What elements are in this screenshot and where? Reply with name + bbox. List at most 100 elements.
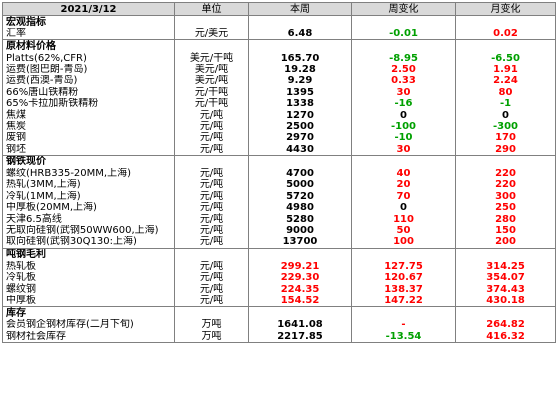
- table-row: 冷轧板 元/吨 229.30 120.67 354.07: [2, 272, 556, 284]
- table-row: 冷轧(1MM,上海) 元/吨 5720 70 300: [2, 190, 556, 203]
- table-row: 运费(西澳-青岛) 美元/吨 9.29 0.33 2.24: [2, 75, 556, 87]
- row-mom-change: 416.32: [455, 330, 556, 343]
- section-blank-mom: [455, 39, 556, 53]
- row-value: 4700: [248, 167, 352, 180]
- table-row: 取向硅钢(武钢30Q130:上海) 元/吨 13700 100 200: [2, 236, 556, 249]
- table-body: 2021/3/12 单位 本周 周变化 月变化 宏观指标 汇率 元/美元 6.48 -0…: [2, 2, 556, 343]
- row-name: 运费(图巴朗-青岛): [2, 63, 175, 76]
- row-value: 1338: [248, 97, 352, 110]
- row-wow-change: 20: [351, 179, 456, 191]
- section-blank-current: [248, 247, 352, 261]
- row-name: 螺纹钢: [2, 283, 175, 295]
- section-blank-wow: [351, 247, 456, 261]
- row-mom-change: 250: [455, 202, 556, 214]
- row-wow-change: -: [351, 319, 456, 331]
- row-mom-change: 374.43: [455, 283, 556, 295]
- row-mom-change: 290: [455, 143, 556, 156]
- section-header-row: 库存: [2, 306, 556, 320]
- row-value: 154.52: [248, 294, 352, 308]
- row-value: 1270: [248, 109, 352, 121]
- row-mom-change: 1.91: [455, 63, 556, 76]
- row-mom-change: 80: [455, 86, 556, 98]
- row-mom-change: 0: [455, 109, 556, 121]
- row-wow-change: 0: [351, 109, 456, 121]
- table-row: 中厚板 元/吨 154.52 147.22 430.18: [2, 294, 556, 308]
- table-row: 热轧(3MM,上海) 元/吨 5000 20 220: [2, 179, 556, 191]
- section-blank-current: [248, 15, 352, 28]
- row-wow-change: -0.01: [351, 28, 456, 41]
- table-row: 会员钢企钢材库存(二月下旬) 万吨 1641.08-264.82: [2, 319, 556, 331]
- header-current: 本周: [248, 2, 352, 16]
- row-mom-change: 354.07: [455, 272, 556, 284]
- section-blank-mom: [455, 154, 556, 168]
- row-value: 2970: [248, 132, 352, 144]
- row-wow-change: 0: [351, 202, 456, 214]
- row-mom-change: 280: [455, 213, 556, 225]
- section-blank-unit: [174, 306, 249, 320]
- section-blank-unit: [174, 39, 249, 53]
- row-value: 5720: [248, 190, 352, 203]
- header-row: 2021/3/12 单位 本周 周变化 月变化: [2, 2, 556, 16]
- section-blank-wow: [351, 15, 456, 28]
- row-name: 钢材社会库存: [2, 330, 175, 343]
- section-blank-unit: [174, 15, 249, 28]
- row-wow-change: -13.54: [351, 330, 456, 343]
- row-wow-change: 127.75: [351, 260, 456, 273]
- row-value: 1641.08: [248, 319, 352, 331]
- table-row: 焦煤 元/吨 1270 0 0: [2, 109, 556, 121]
- row-unit: 元/干吨: [174, 97, 249, 110]
- row-name: 废钢: [2, 132, 175, 144]
- table-row: 热轧板 元/吨 299.21 127.75 314.25: [2, 260, 556, 273]
- row-name: 中厚板(20MM,上海): [2, 202, 175, 214]
- row-name: 中厚板: [2, 294, 175, 308]
- row-value: 4980: [248, 202, 352, 214]
- section-title: 原材料价格: [2, 39, 175, 53]
- row-wow-change: 120.67: [351, 272, 456, 284]
- section-blank-current: [248, 154, 352, 168]
- row-wow-change: 50: [351, 224, 456, 237]
- table-row: 螺纹(HRB335-20MM,上海) 元/吨 4700 40 220: [2, 167, 556, 180]
- row-value: 6.48: [248, 28, 352, 41]
- row-unit: 元/吨: [174, 202, 249, 214]
- row-value: 5280: [248, 213, 352, 225]
- row-name: 钢坯: [2, 143, 175, 156]
- section-blank-mom: [455, 306, 556, 320]
- header-date: 2021/3/12: [2, 2, 175, 16]
- row-wow-change: -16: [351, 97, 456, 110]
- row-unit: 元/吨: [174, 120, 249, 133]
- section-blank-current: [248, 306, 352, 320]
- table-row: Platts(62%,CFR) 美元/干吨 165.70 -8.95 -6.50: [2, 52, 556, 64]
- row-value: 19.28: [248, 63, 352, 76]
- section-header-row: 钢铁现价: [2, 154, 556, 168]
- section-blank-unit: [174, 154, 249, 168]
- section-blank-wow: [351, 39, 456, 53]
- row-mom-change: 200: [455, 236, 556, 249]
- table-row: 无取向硅钢(武钢50WW600,上海) 元/吨 9000 50 150: [2, 224, 556, 237]
- row-value: 9.29: [248, 75, 352, 87]
- row-wow-change: -8.95: [351, 52, 456, 64]
- row-name: 螺纹(HRB335-20MM,上海): [2, 167, 175, 180]
- row-unit: 元/干吨: [174, 86, 249, 98]
- row-unit: 美元/干吨: [174, 52, 249, 64]
- row-wow-change: 40: [351, 167, 456, 180]
- row-wow-change: -100: [351, 120, 456, 133]
- row-unit: 元/吨: [174, 260, 249, 273]
- row-unit: 元/吨: [174, 132, 249, 144]
- row-unit: 元/吨: [174, 190, 249, 203]
- row-unit: 元/吨: [174, 272, 249, 284]
- table-row: 66%唐山铁精粉 元/干吨 1395 30 80: [2, 86, 556, 98]
- row-name: Platts(62%,CFR): [2, 52, 175, 64]
- row-name: 焦煤: [2, 109, 175, 121]
- row-mom-change: 314.25: [455, 260, 556, 273]
- row-name: 热轧板: [2, 260, 175, 273]
- row-wow-change: 2.50: [351, 63, 456, 76]
- row-unit: 元/吨: [174, 294, 249, 308]
- section-blank-wow: [351, 154, 456, 168]
- row-mom-change: -6.50: [455, 52, 556, 64]
- row-mom-change: 220: [455, 167, 556, 180]
- row-wow-change: 70: [351, 190, 456, 203]
- row-name: 无取向硅钢(武钢50WW600,上海): [2, 224, 175, 237]
- row-value: 224.35: [248, 283, 352, 295]
- table-row: 运费(图巴朗-青岛) 美元/吨 19.28 2.50 1.91: [2, 63, 556, 76]
- row-unit: 万吨: [174, 330, 249, 343]
